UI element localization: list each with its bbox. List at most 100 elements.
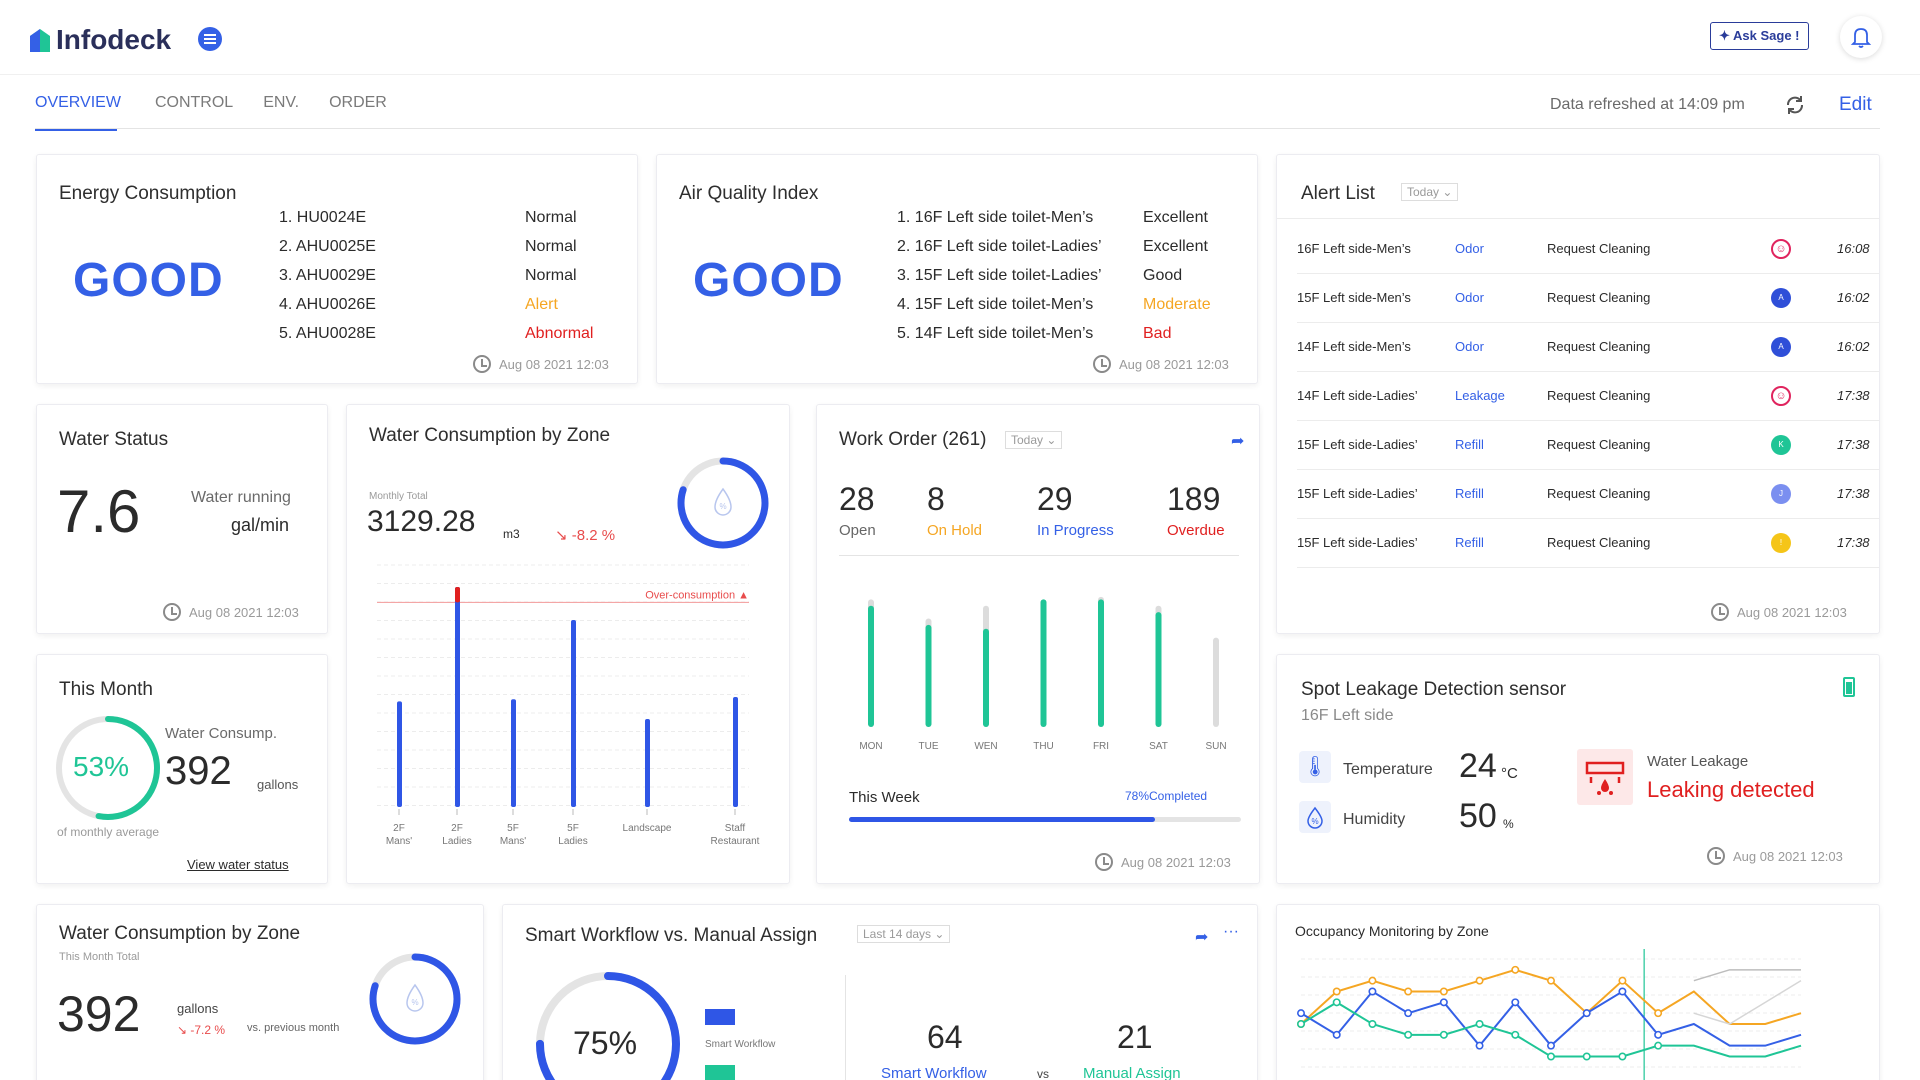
- occ-point[interactable]: [1511, 965, 1520, 974]
- occ-point[interactable]: [1368, 987, 1377, 996]
- occ-point[interactable]: [1582, 1009, 1591, 1018]
- edit-button[interactable]: Edit: [1839, 94, 1872, 115]
- occ-point[interactable]: [1404, 987, 1413, 996]
- alert-row[interactable]: 15F Left side-Ladies’ Refill Request Clean…: [1297, 470, 1879, 519]
- week-bar-done[interactable]: [1155, 612, 1162, 727]
- workflow-share-icon[interactable]: ➦: [1195, 929, 1209, 946]
- zone-bar[interactable]: [571, 620, 576, 807]
- occ-point[interactable]: [1582, 1052, 1591, 1061]
- occ-point[interactable]: [1439, 1030, 1448, 1039]
- week-bar-done[interactable]: [1040, 599, 1047, 727]
- energy-states: Normal Normal Normal Alert Abnormal: [525, 203, 593, 348]
- occ-point[interactable]: [1439, 987, 1448, 996]
- alert-row[interactable]: 15F Left side-Ladies’ Refill Request Clean…: [1297, 519, 1879, 568]
- alert-row[interactable]: 15F Left side-Ladies’ Refill Request Clean…: [1297, 421, 1879, 470]
- x-tick-label: 2F: [393, 823, 405, 834]
- menu-icon[interactable]: [198, 27, 222, 51]
- zone-bar[interactable]: [511, 699, 516, 807]
- occ-point[interactable]: [1654, 1009, 1663, 1018]
- water-zone-bar-chart: Over-consumption ▲ 2F Mans' 2F Ladies 5F Mans'…: [377, 564, 760, 847]
- stat-overdue[interactable]: 189 Overdue: [1167, 481, 1225, 539]
- alert-action[interactable]: Request Cleaning: [1547, 486, 1651, 501]
- occ-point[interactable]: [1332, 987, 1341, 996]
- alert-action[interactable]: Request Cleaning: [1547, 535, 1651, 550]
- notification-bell-icon[interactable]: [1840, 16, 1882, 58]
- refresh-icon[interactable]: [1783, 93, 1807, 122]
- zone-bar[interactable]: [733, 697, 738, 807]
- energy-item-name: 3. AHU0029E: [279, 267, 376, 284]
- occ-point[interactable]: [1368, 1020, 1377, 1029]
- alert-action[interactable]: Request Cleaning: [1547, 339, 1651, 354]
- occ-point[interactable]: [1439, 998, 1448, 1007]
- water-status-timestamp: Aug 08 2021 12:03: [163, 603, 299, 621]
- tab-overview[interactable]: OVERVIEW: [35, 94, 121, 111]
- stat-on-hold[interactable]: 8 On Hold: [927, 481, 983, 539]
- view-water-status-link[interactable]: View water status: [187, 857, 289, 872]
- workflow-title: Smart Workflow vs. Manual Assign: [525, 925, 818, 946]
- occ-point[interactable]: [1618, 987, 1627, 996]
- app-logo[interactable]: Infodeck: [28, 24, 171, 56]
- occ-point[interactable]: [1475, 1020, 1484, 1029]
- alert-row[interactable]: 15F Left side-Men’s Odor Request Cleaning A…: [1297, 274, 1879, 323]
- zone-bar-over: [455, 587, 460, 603]
- stat-in-progress[interactable]: 29 In Progress: [1037, 481, 1114, 539]
- occ-point[interactable]: [1654, 1041, 1663, 1050]
- alert-type[interactable]: Leakage: [1455, 388, 1505, 403]
- week-bar-done[interactable]: [983, 628, 989, 727]
- occ-point[interactable]: [1546, 976, 1555, 985]
- occ-point[interactable]: [1368, 976, 1377, 985]
- ask-sage-button[interactable]: ✦ Ask Sage !: [1710, 22, 1809, 50]
- share-icon[interactable]: ➦: [1231, 433, 1245, 450]
- workflow-more-icon[interactable]: ···: [1223, 923, 1239, 940]
- alert-location: 15F Left side-Men’s: [1297, 290, 1411, 305]
- occ-point[interactable]: [1654, 1030, 1663, 1039]
- tab-control[interactable]: CONTROL: [154, 94, 234, 111]
- occ-point[interactable]: [1297, 1020, 1306, 1029]
- workflow-filter[interactable]: Last 14 days ⌄: [857, 925, 951, 943]
- alert-action[interactable]: Request Cleaning: [1547, 388, 1651, 403]
- week-bar-done[interactable]: [868, 605, 874, 727]
- alert-time: 17:38: [1837, 437, 1870, 452]
- zone-bar[interactable]: [397, 701, 402, 807]
- alert-action[interactable]: Request Cleaning: [1547, 241, 1651, 256]
- alert-row[interactable]: 14F Left side-Men’s Odor Request Cleaning A…: [1297, 323, 1879, 372]
- alert-avatar: K: [1771, 435, 1791, 455]
- occ-point[interactable]: [1332, 1030, 1341, 1039]
- week-bar-done[interactable]: [925, 624, 932, 727]
- alert-row[interactable]: 14F Left side-Ladies’ Leakage Request Clea…: [1297, 372, 1879, 421]
- alert-type[interactable]: Odor: [1455, 290, 1484, 305]
- alert-action[interactable]: Request Cleaning: [1547, 437, 1651, 452]
- alert-type[interactable]: Odor: [1455, 339, 1484, 354]
- stat-open[interactable]: 28 Open: [839, 481, 876, 539]
- smart-label: Smart Workflow: [881, 1065, 987, 1080]
- occ-point[interactable]: [1332, 998, 1341, 1007]
- occupancy-line-chart: [1297, 949, 1802, 1080]
- occ-point[interactable]: [1618, 1052, 1627, 1061]
- work-order-filter[interactable]: Today ⌄: [1005, 431, 1063, 449]
- alert-action[interactable]: Request Cleaning: [1547, 290, 1651, 305]
- work-order-timestamp: Aug 08 2021 12:03: [1095, 853, 1231, 871]
- occ-point[interactable]: [1475, 1041, 1484, 1050]
- occ-point[interactable]: [1404, 1030, 1413, 1039]
- alert-type[interactable]: Refill: [1455, 535, 1484, 550]
- alert-row[interactable]: 16F Left side-Men’s Odor Request Cleaning ☺…: [1297, 225, 1879, 274]
- leak-label: Water Leakage: [1647, 753, 1749, 770]
- alert-type[interactable]: Refill: [1455, 486, 1484, 501]
- occ-point[interactable]: [1404, 1009, 1413, 1018]
- tab-env[interactable]: ENV.: [263, 94, 300, 111]
- occ-point[interactable]: [1511, 998, 1520, 1007]
- occ-point[interactable]: [1511, 1030, 1520, 1039]
- tab-order[interactable]: ORDER: [329, 94, 387, 111]
- alert-type[interactable]: Odor: [1455, 241, 1484, 256]
- occ-point[interactable]: [1618, 976, 1627, 985]
- zone-bar[interactable]: [455, 587, 460, 807]
- alert-type[interactable]: Refill: [1455, 437, 1484, 452]
- svg-text:%: %: [719, 502, 726, 511]
- occ-point[interactable]: [1475, 976, 1484, 985]
- occ-point[interactable]: [1546, 1041, 1555, 1050]
- alert-filter-select[interactable]: Today ⌄: [1401, 183, 1459, 201]
- zone-bar[interactable]: [645, 719, 650, 807]
- week-bar-done[interactable]: [1098, 599, 1104, 727]
- occ-point[interactable]: [1297, 1009, 1306, 1018]
- occ-point[interactable]: [1546, 1052, 1555, 1061]
